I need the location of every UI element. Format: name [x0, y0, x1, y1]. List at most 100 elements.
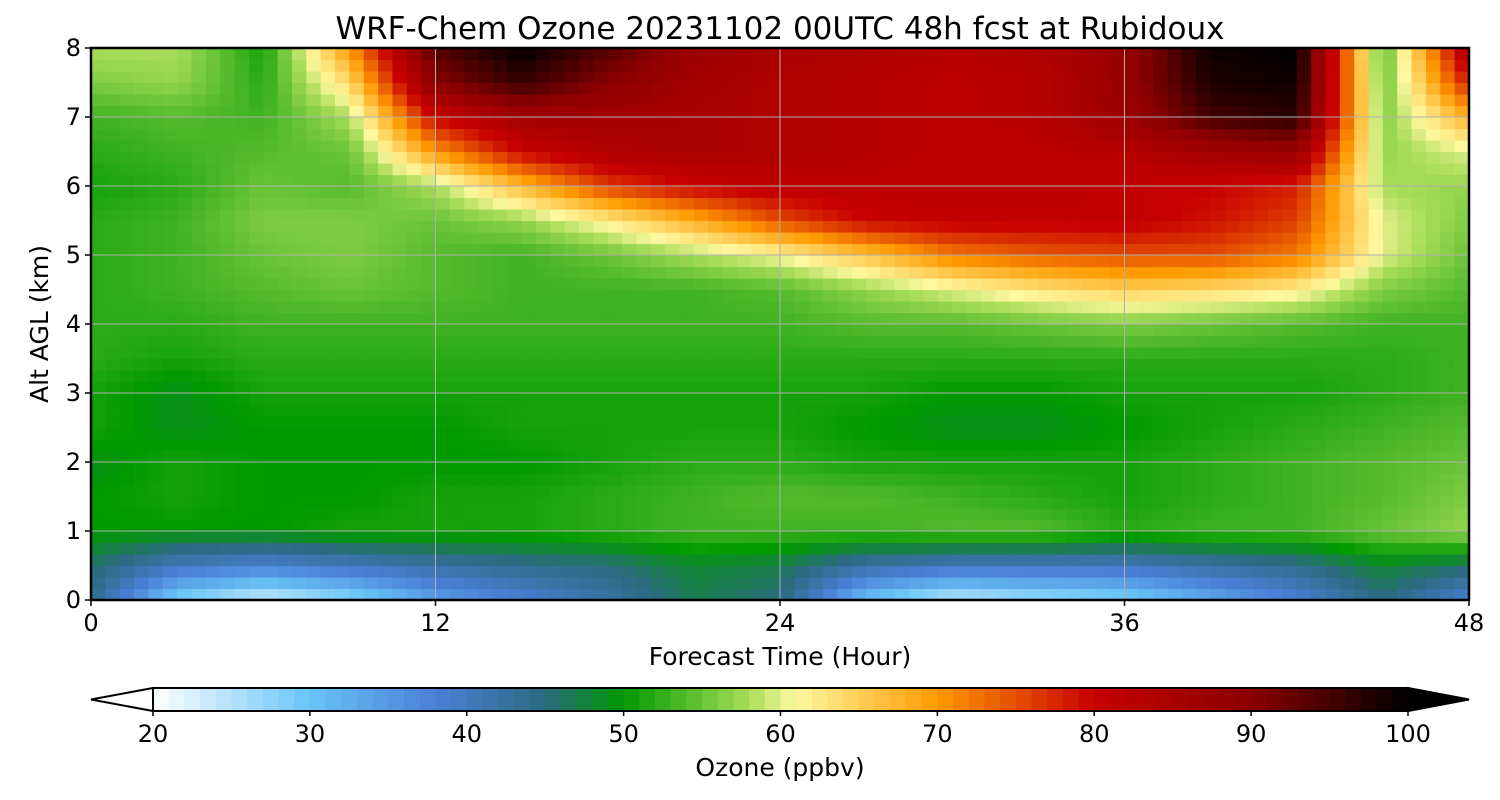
- heatmap-cell: [1153, 416, 1169, 429]
- heatmap-cell: [478, 48, 494, 61]
- heatmap-cell: [550, 301, 566, 314]
- heatmap-cell: [995, 117, 1011, 130]
- heatmap-cell: [1282, 358, 1298, 371]
- heatmap-cell: [277, 48, 293, 61]
- heatmap-cell: [1110, 278, 1126, 291]
- heatmap-cell: [995, 450, 1011, 463]
- heatmap-cell: [435, 266, 451, 279]
- heatmap-cell: [923, 232, 939, 245]
- heatmap-cell: [306, 151, 322, 164]
- heatmap-cell: [1024, 220, 1039, 233]
- heatmap-cell: [1138, 151, 1154, 164]
- heatmap-cell: [363, 289, 379, 302]
- heatmap-cell: [1167, 289, 1183, 302]
- heatmap-cell: [894, 485, 910, 498]
- heatmap-cell: [535, 347, 551, 360]
- heatmap-cell: [162, 450, 178, 463]
- heatmap-cell: [550, 105, 566, 118]
- heatmap-cell: [1153, 105, 1169, 118]
- heatmap-cell: [1124, 209, 1140, 222]
- heatmap-cell: [392, 174, 408, 187]
- heatmap-cell: [1268, 416, 1283, 429]
- heatmap-cell: [708, 404, 724, 417]
- heatmap-cell: [751, 439, 767, 452]
- heatmap-cell: [1095, 508, 1111, 521]
- heatmap-cell: [363, 48, 379, 61]
- heatmap-cell: [1067, 163, 1083, 176]
- heatmap-cell: [464, 71, 480, 84]
- heatmap-cell: [1153, 289, 1169, 302]
- heatmap-cell: [421, 220, 437, 233]
- heatmap-cell: [435, 197, 451, 210]
- heatmap-cell: [1224, 462, 1240, 475]
- heatmap-cell: [1124, 393, 1140, 406]
- heatmap-cell: [263, 381, 279, 394]
- heatmap-cell: [335, 71, 350, 84]
- heatmap-cell: [1024, 197, 1039, 210]
- heatmap-cell: [579, 117, 594, 130]
- heatmap-cell: [923, 565, 939, 578]
- heatmap-cell: [995, 243, 1011, 256]
- heatmap-cell: [1081, 358, 1097, 371]
- heatmap-cell: [995, 197, 1011, 210]
- heatmap-cell: [91, 427, 106, 440]
- heatmap-cell: [1411, 48, 1427, 61]
- heatmap-cell: [521, 197, 537, 210]
- heatmap-cell: [564, 554, 580, 567]
- heatmap-cell: [1024, 416, 1039, 429]
- heatmap-cell: [134, 59, 150, 72]
- heatmap-cell: [607, 174, 623, 187]
- heatmap-cell: [291, 163, 307, 176]
- heatmap-cell: [693, 59, 709, 72]
- heatmap-cell: [923, 197, 939, 210]
- heatmap-cell: [1253, 485, 1269, 498]
- heatmap-cell: [277, 462, 293, 475]
- heatmap-cell: [464, 243, 480, 256]
- heatmap-cell: [823, 496, 839, 509]
- heatmap-cell: [119, 71, 135, 84]
- heatmap-cell: [923, 519, 939, 532]
- heatmap-cell: [1052, 94, 1068, 107]
- heatmap-cell: [894, 48, 910, 61]
- heatmap-cell: [1454, 105, 1470, 118]
- heatmap-cell: [607, 220, 623, 233]
- heatmap-cell: [1339, 140, 1355, 153]
- heatmap-cell: [421, 243, 437, 256]
- heatmap-cell: [708, 278, 724, 291]
- heatmap-cell: [1167, 473, 1183, 486]
- heatmap-cell: [349, 163, 365, 176]
- heatmap-cell: [349, 232, 365, 245]
- heatmap-cell: [191, 59, 207, 72]
- heatmap-cell: [1038, 404, 1054, 417]
- heatmap-cell: [593, 220, 609, 233]
- heatmap-cell: [234, 82, 250, 95]
- heatmap-cell: [1024, 519, 1039, 532]
- heatmap-cell: [478, 565, 494, 578]
- heatmap-cell: [291, 301, 307, 314]
- heatmap-cell: [335, 542, 350, 555]
- heatmap-cell: [478, 232, 494, 245]
- heatmap-cell: [579, 278, 594, 291]
- heatmap-cell: [1181, 393, 1197, 406]
- heatmap-cell: [1210, 416, 1226, 429]
- heatmap-cell: [105, 462, 121, 475]
- heatmap-cell: [478, 347, 494, 360]
- heatmap-cell: [1411, 542, 1427, 555]
- heatmap-cell: [1110, 439, 1126, 452]
- heatmap-cell: [837, 301, 853, 314]
- heatmap-cell: [1454, 381, 1470, 394]
- heatmap-cell: [1024, 243, 1039, 256]
- heatmap-cell: [851, 232, 867, 245]
- heatmap-cell: [579, 381, 594, 394]
- heatmap-cell: [866, 266, 882, 279]
- heatmap-cell: [406, 335, 422, 348]
- heatmap-cell: [1382, 243, 1398, 256]
- heatmap-cell: [722, 473, 738, 486]
- heatmap-cell: [1167, 140, 1183, 153]
- heatmap-cell: [622, 519, 638, 532]
- heatmap-cell: [607, 542, 623, 555]
- heatmap-cell: [1411, 439, 1427, 452]
- heatmap-cell: [349, 370, 365, 383]
- heatmap-cell: [320, 335, 336, 348]
- heatmap-cell: [1454, 416, 1470, 429]
